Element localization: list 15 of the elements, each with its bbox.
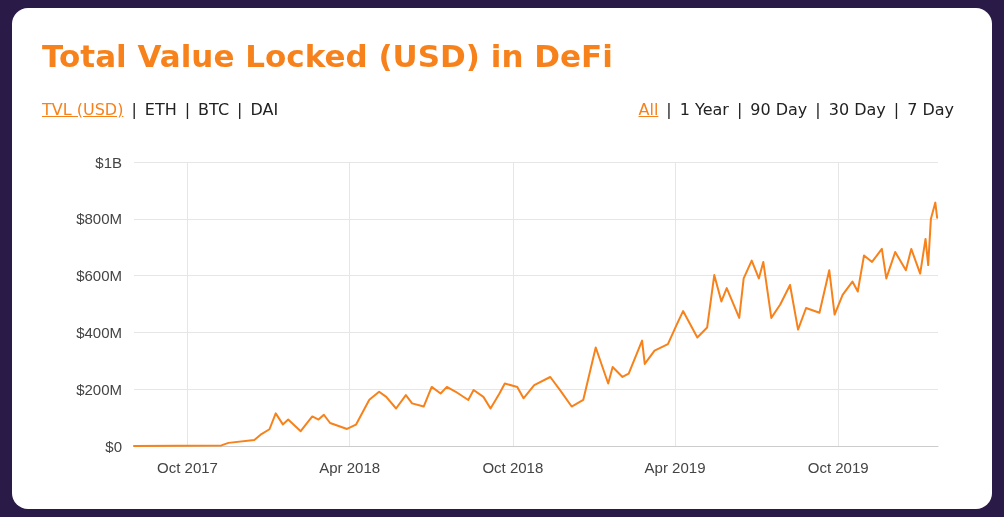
y-tick-label: $400M [76,323,122,341]
y-tick-label: $600M [76,267,122,285]
x-tick-label: Oct 2018 [482,459,544,476]
y-tick-label: $200M [76,380,122,398]
chart-title: Total Value Locked (USD) in DeFi [42,38,613,74]
text: All | 1 Year | 90 Day | 30 Day | 7 Day [638,100,954,119]
y-tick-label: $800M [76,210,122,228]
x-tick-label: Apr 2019 [644,459,706,476]
text: TVL (USD) | ETH | BTC | DAI [42,100,279,119]
y-tick-label: $0 [105,437,122,455]
line-series [133,201,939,447]
x-tick-label: Oct 2019 [807,459,869,476]
x-tick-label: Oct 2017 [157,459,218,476]
y-tick-label: $1B [95,153,122,171]
x-tick-label: Apr 2018 [319,459,381,476]
